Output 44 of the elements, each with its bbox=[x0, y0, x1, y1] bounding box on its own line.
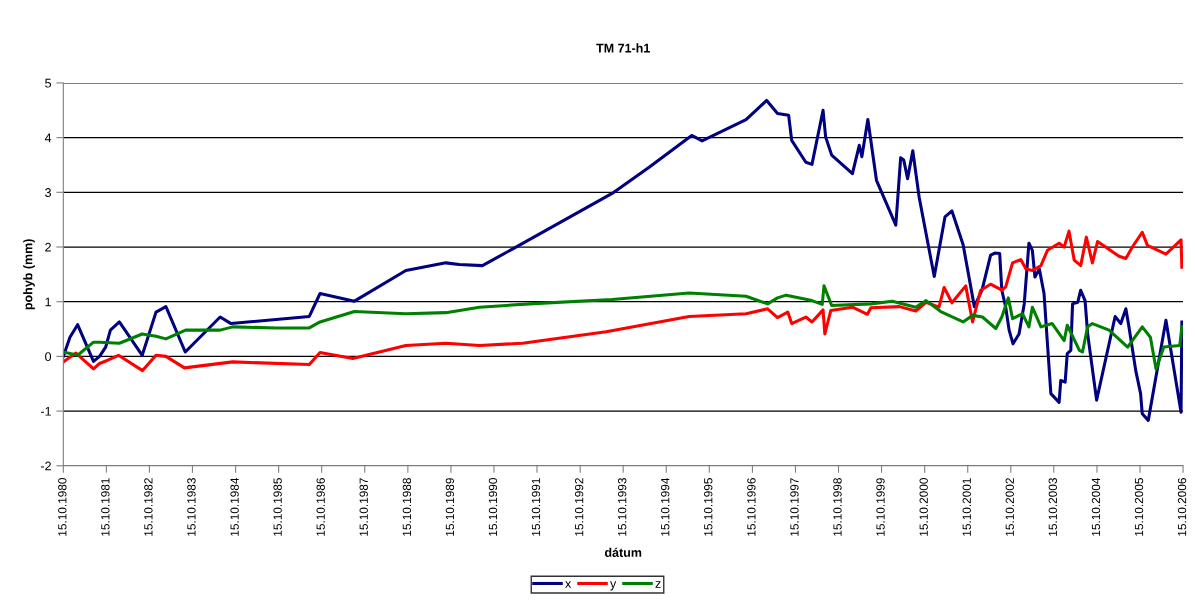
x-tick-label: 15.10.1985 bbox=[273, 478, 282, 536]
x-tick-label: 15.10.1999 bbox=[876, 478, 885, 536]
x-tick-label: 15.10.2003 bbox=[1048, 478, 1057, 536]
x-tick-label: 15.10.1987 bbox=[359, 478, 368, 536]
x-tick-label: 15.10.2006 bbox=[1177, 478, 1187, 536]
line-series bbox=[63, 284, 1184, 371]
x-tick-label: 15.10.2004 bbox=[1091, 477, 1101, 536]
legend-label: y bbox=[610, 581, 617, 591]
x-tick-label: 15.10.2005 bbox=[1134, 478, 1144, 536]
y-tick-label: 1 bbox=[45, 297, 51, 307]
x-tick-label: 15.10.1991 bbox=[531, 478, 541, 536]
x-tick-label: 15.10.1995 bbox=[704, 478, 713, 536]
y-tick-label: -1 bbox=[40, 407, 51, 416]
x-tick-label: 15.10.1996 bbox=[747, 478, 756, 536]
y-tick-label: 3 bbox=[45, 188, 51, 197]
x-tick-label: 15.10.1988 bbox=[402, 478, 412, 536]
y-tick-label: 0 bbox=[45, 352, 52, 362]
line-series bbox=[63, 229, 1184, 373]
y-tick-label: 5 bbox=[45, 78, 52, 88]
x-tick-label: 15.10.1997 bbox=[790, 478, 799, 536]
x-tick-label: 15.10.2002 bbox=[1005, 478, 1014, 536]
line-series bbox=[63, 98, 1184, 422]
x-axis-title: dátum bbox=[604, 547, 642, 557]
x-tick-label: 15.10.1983 bbox=[187, 478, 196, 536]
x-tick-label: 15.10.1998 bbox=[833, 478, 842, 536]
y-tick-label: -2 bbox=[40, 461, 51, 471]
x-tick-label: 15.10.2000 bbox=[919, 478, 928, 536]
x-tick-label: 15.10.1990 bbox=[488, 478, 498, 536]
y-tick-label: 2 bbox=[45, 242, 51, 252]
y-tick-label: 4 bbox=[44, 133, 52, 143]
x-tick-label: 15.10.1986 bbox=[316, 478, 325, 536]
x-tick-label: 15.10.1989 bbox=[445, 478, 455, 536]
legend-label: z bbox=[655, 581, 661, 588]
x-tick-label: 15.10.1984 bbox=[230, 477, 239, 536]
x-tick-label: 15.10.1993 bbox=[618, 478, 627, 536]
x-tick-label: 15.10.1994 bbox=[661, 477, 670, 536]
x-tick-label: 15.10.1980 bbox=[58, 478, 67, 536]
y-axis-title: pohyb (mm) bbox=[23, 239, 35, 310]
x-tick-label: 15.10.2001 bbox=[962, 478, 971, 536]
x-tick-label: 15.10.1982 bbox=[144, 478, 153, 536]
x-tick-label: 15.10.1981 bbox=[101, 478, 110, 536]
legend-label: x bbox=[565, 581, 572, 588]
chart-title: TM 71-h1 bbox=[596, 43, 650, 53]
x-tick-label: 15.10.1992 bbox=[574, 478, 584, 536]
